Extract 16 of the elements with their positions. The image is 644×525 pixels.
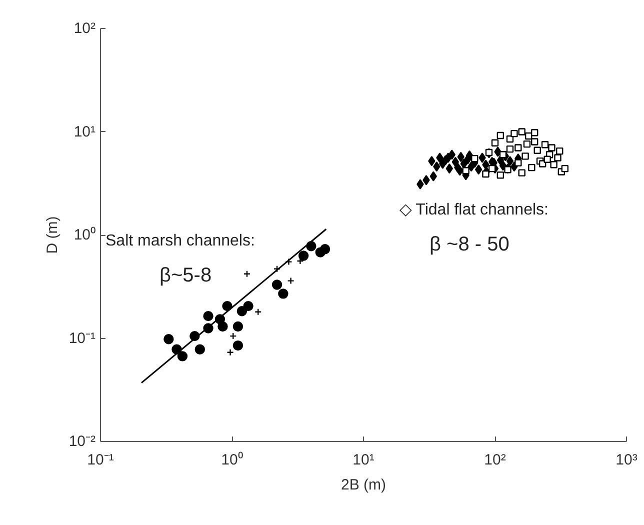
x-axis-title: 2B (m) xyxy=(341,476,386,494)
annotation: Salt marsh channels: xyxy=(106,232,255,250)
annotation: ◇ Tidal flat channels: xyxy=(400,202,548,218)
y-tick-label: 10² xyxy=(74,20,96,37)
y-tick-label: 10⁰ xyxy=(74,226,96,244)
y-tick-label: 10⁻² xyxy=(68,433,96,450)
y-tick-label: 10⁻¹ xyxy=(68,330,96,347)
x-tick-label: 10¹ xyxy=(352,452,374,468)
annotation: β~5-8 xyxy=(160,264,212,286)
y-axis-title: D (m) xyxy=(44,216,61,254)
x-tick-label: 10⁻¹ xyxy=(87,452,114,468)
x-tick-label: 10² xyxy=(484,452,506,468)
x-tick-label: 10⁰ xyxy=(221,452,243,468)
y-tick-label: 10¹ xyxy=(74,123,96,140)
x-tick-label: 10³ xyxy=(616,452,638,468)
annotation: β ~8 - 50 xyxy=(430,234,510,256)
